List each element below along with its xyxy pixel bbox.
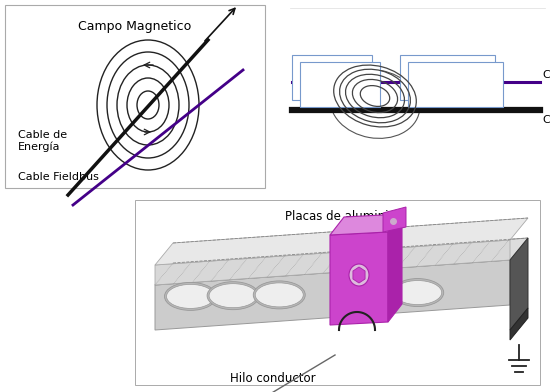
Bar: [5, 5, 265, 188]
Polygon shape: [155, 238, 528, 285]
Polygon shape: [330, 214, 402, 235]
Text: Campo Magnetico: Campo Magnetico: [78, 20, 191, 33]
Ellipse shape: [255, 283, 303, 307]
Text: Cable Fieldbus: Cable Fieldbus: [18, 172, 99, 182]
Polygon shape: [388, 214, 402, 322]
Bar: [292, 55, 372, 100]
Polygon shape: [510, 308, 528, 340]
Ellipse shape: [253, 281, 305, 309]
Ellipse shape: [344, 281, 392, 305]
Ellipse shape: [342, 279, 394, 307]
Polygon shape: [383, 207, 406, 232]
Bar: [408, 62, 503, 107]
Polygon shape: [353, 267, 365, 283]
Text: Cable de Energía: Cable de Energía: [543, 115, 550, 125]
Ellipse shape: [167, 285, 214, 309]
Ellipse shape: [394, 281, 442, 305]
Text: Cable Fieldbus: Cable Fieldbus: [543, 70, 550, 80]
Ellipse shape: [207, 282, 259, 310]
Text: Cable de
Energía: Cable de Energía: [18, 130, 67, 152]
Bar: [300, 62, 380, 107]
Bar: [135, 200, 540, 385]
Polygon shape: [510, 238, 528, 330]
Text: i: i: [240, 0, 243, 1]
Text: Placas de aluminio: Placas de aluminio: [285, 210, 395, 223]
Polygon shape: [155, 260, 510, 330]
Polygon shape: [155, 218, 528, 265]
Polygon shape: [330, 232, 388, 325]
Ellipse shape: [209, 284, 257, 308]
Ellipse shape: [349, 264, 369, 286]
Text: Hilo conductor: Hilo conductor: [230, 372, 316, 385]
Polygon shape: [155, 240, 510, 285]
Ellipse shape: [164, 282, 217, 310]
Ellipse shape: [392, 279, 444, 307]
Bar: [400, 55, 495, 100]
